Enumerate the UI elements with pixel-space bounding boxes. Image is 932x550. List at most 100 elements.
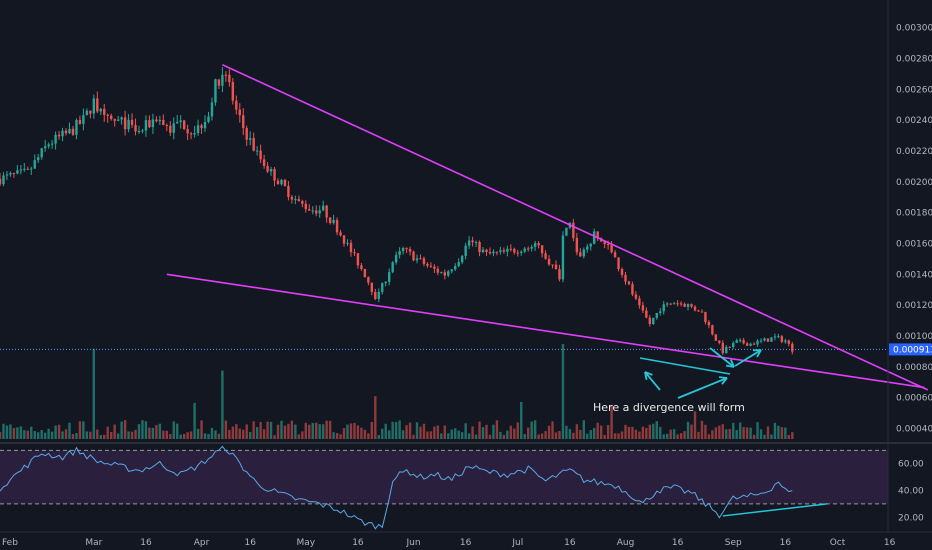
volume-bar [349,423,353,439]
volume-bar [57,424,61,439]
candle-body [499,250,502,252]
volume-bar [641,426,645,439]
arrow-down-head [730,359,735,368]
candle-body [617,257,620,270]
volume-bar [725,429,728,439]
volume-bar [113,424,116,439]
volume-bar [763,434,766,439]
volume-bar [394,422,398,439]
candle-body [252,138,255,151]
candle-body [151,119,155,128]
volume-bar [433,426,436,439]
candle-body [9,172,12,175]
volume-bar [520,401,523,439]
volume-bar [787,434,791,439]
volume-bar [273,435,276,439]
candle-body [182,120,186,130]
candle-body [196,125,200,134]
volume-bar [249,432,252,439]
volume-bar [467,433,471,439]
volume-bar [558,430,561,439]
volume-bar [342,428,346,439]
candle-body [71,128,75,135]
volume-bar [593,427,596,439]
candle-body [537,243,540,246]
volume-bar [662,434,665,439]
volume-bar [367,433,370,439]
volume-bar [287,423,290,439]
volume-bar [92,348,96,439]
candle-body [43,146,47,149]
volume-bar [766,426,770,439]
candle-body [655,312,658,318]
arrow-right-head [718,376,728,379]
candle-body [349,242,353,253]
divergence-price-line [639,357,731,375]
volume-bar [127,431,130,439]
volume-bar [294,424,297,439]
candle-body [586,246,589,250]
candle-body [301,201,304,204]
volume-bar [120,421,123,439]
candle-body [572,222,575,239]
volume-bar [308,424,311,439]
volume-bar [224,420,228,439]
volume-bar [297,434,301,439]
candle-body [481,249,485,253]
candle-body [137,131,141,133]
candle-body [631,284,634,295]
candle-body [2,175,5,185]
candle-body [419,258,422,260]
volume-bar [599,425,603,439]
candle-body [620,269,624,275]
candle-body [606,244,610,246]
candle-body [238,109,241,116]
candle-body [401,248,405,252]
arrow-right-head [721,377,728,385]
candle-body [429,265,433,267]
candle-body [711,325,714,335]
volume-bar [71,434,75,439]
candle-body [169,125,172,133]
volume-bar [335,433,339,439]
candle-body [189,133,193,135]
candle-body [704,312,707,323]
rsi-tick-label: 60.00 [898,460,924,470]
candle-body [412,251,415,261]
candle-body [5,174,9,176]
volume-bar [54,425,57,439]
candle-body [791,343,794,352]
candle-body [315,210,318,214]
candle-body [742,340,745,344]
trendline-lower [166,273,925,389]
volume-bar [527,427,530,439]
candle-body [666,303,669,305]
candle-body [228,74,231,83]
volume-bar [165,430,168,439]
candle-body [370,282,374,292]
volume-bar [245,424,248,439]
volume-bar [791,432,794,439]
candle-body [328,217,332,224]
volume-bar [617,433,620,439]
time-tick-label: Aug [617,538,635,548]
trendline-upper [222,64,929,391]
candle-body [433,266,436,269]
volume-bar [447,433,450,439]
volume-bar [19,426,23,439]
volume-bar [697,431,700,439]
candle-body [533,243,537,247]
candle-body [50,143,54,145]
volume-bar [242,429,245,439]
volume-bar [384,423,387,439]
candle-body [360,265,363,270]
candle-body [527,248,530,250]
candle-body [162,119,165,126]
candle-body [231,82,235,101]
candle-body [513,248,516,253]
time-tick-label: Sep [725,538,742,548]
candle-body [565,227,568,236]
volume-bar [756,422,759,439]
